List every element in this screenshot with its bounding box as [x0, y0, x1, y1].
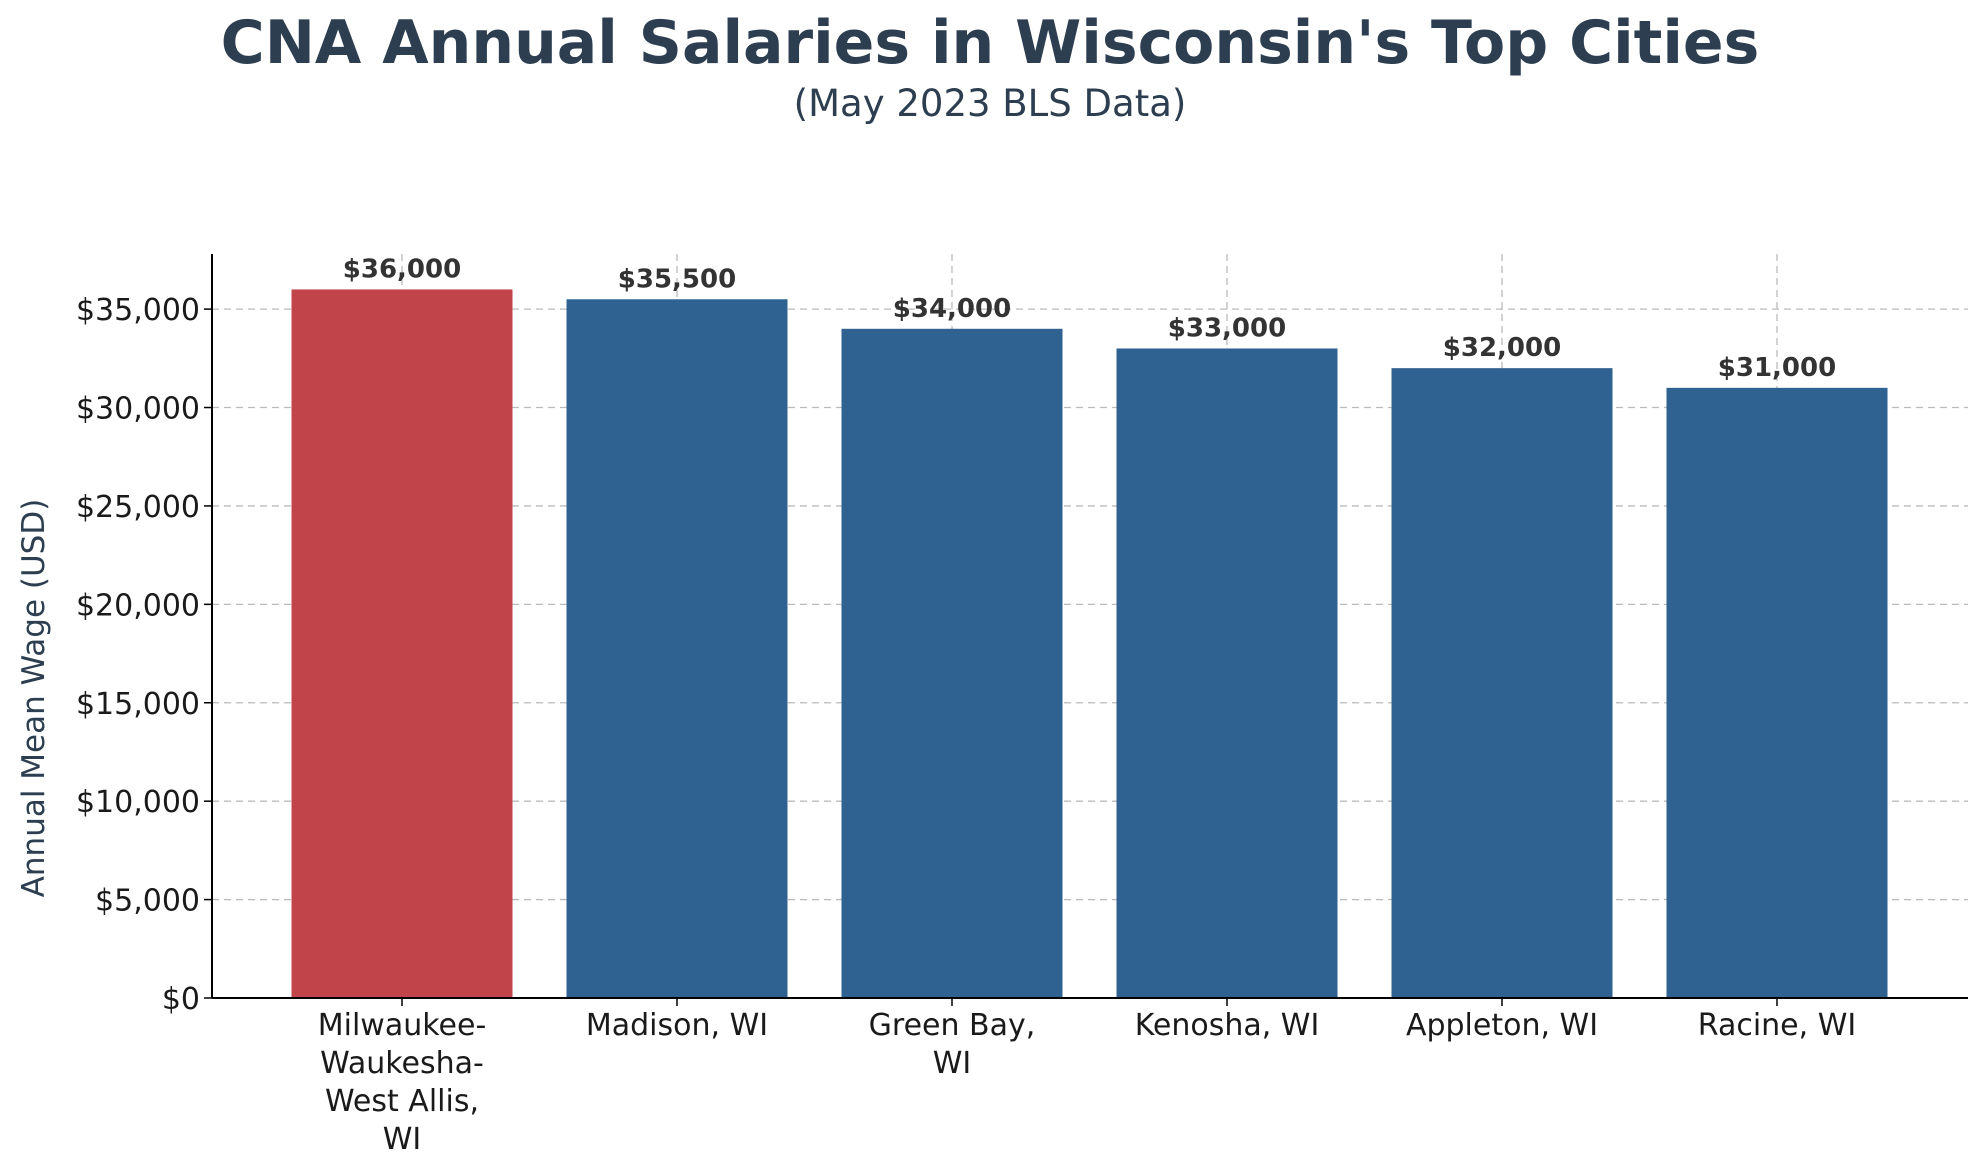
bar: [291, 289, 513, 998]
data-label: $31,000: [1718, 353, 1836, 383]
y-tick-label: $10,000: [76, 785, 200, 820]
y-tick-label: $20,000: [76, 588, 200, 623]
bar: [1391, 368, 1613, 999]
bar: [566, 299, 788, 998]
bar: [1116, 348, 1338, 998]
x-tick-label: Kenosha, WI: [1135, 1008, 1320, 1043]
x-tick-label: Appleton, WI: [1406, 1008, 1598, 1043]
chart-subtitle: (May 2023 BLS Data): [793, 82, 1187, 125]
y-tick-label: $15,000: [76, 687, 200, 722]
bar-layer: [291, 289, 1888, 999]
x-tick-label: Racine, WI: [1698, 1008, 1856, 1043]
bar: [1666, 387, 1888, 998]
y-axis-title: Annual Mean Wage (USD): [16, 499, 52, 898]
y-tick-label: $25,000: [76, 490, 200, 525]
axis-layer: [204, 254, 1968, 1006]
chart-title: CNA Annual Salaries in Wisconsin's Top C…: [220, 8, 1760, 78]
bar: [841, 328, 1063, 998]
x-tick-label: Milwaukee-Waukesha-West Allis, WI: [318, 1008, 487, 1157]
data-label: $35,500: [618, 264, 736, 294]
y-tick-label: $35,000: [76, 293, 200, 328]
data-label: $34,000: [893, 294, 1011, 324]
data-label: $33,000: [1168, 313, 1286, 343]
x-tick-label: Madison, WI: [586, 1008, 768, 1043]
data-label: $36,000: [343, 254, 461, 284]
y-tick-label: $0: [162, 982, 200, 1017]
y-tick-label: $5,000: [95, 884, 200, 919]
y-tick-label: $30,000: [76, 392, 200, 427]
label-layer: $36,000 $35,500 $34,000 $33,000 $32,000 $31,0…: [16, 254, 1856, 1157]
data-label: $32,000: [1443, 333, 1561, 363]
x-tick-label: Green Bay, WI: [869, 1008, 1036, 1081]
